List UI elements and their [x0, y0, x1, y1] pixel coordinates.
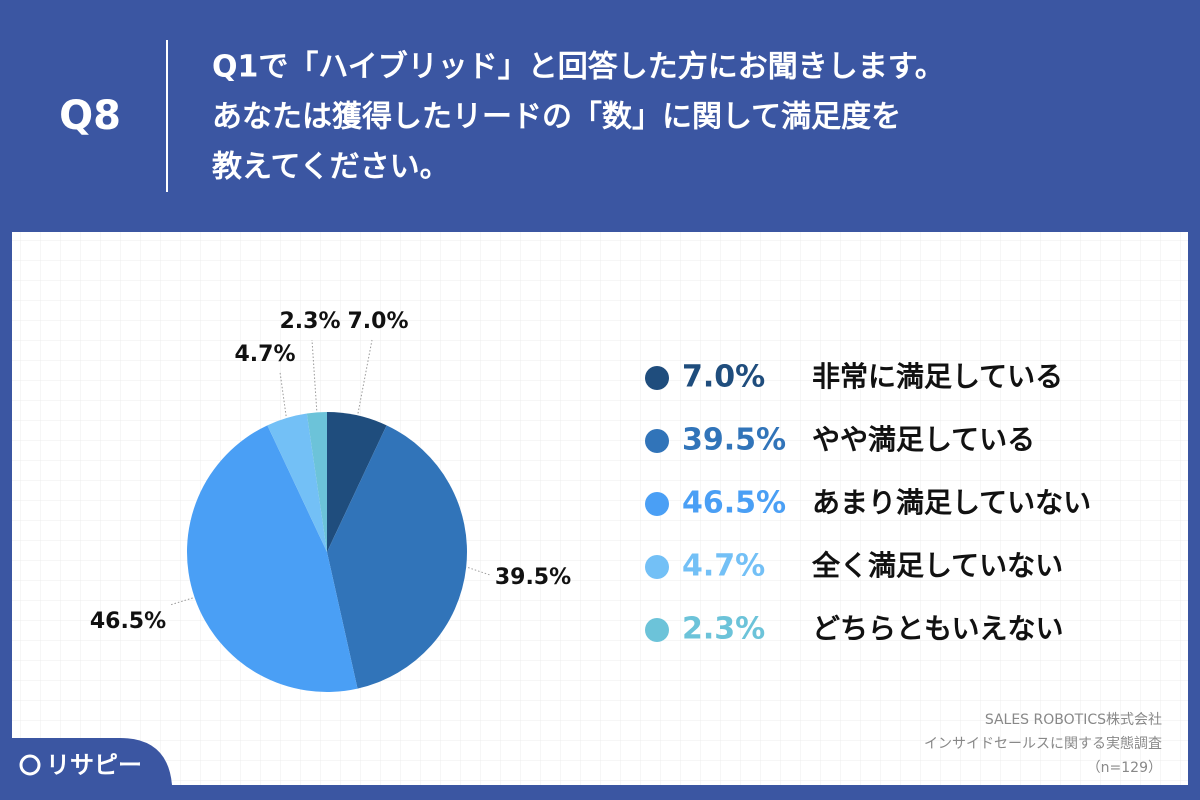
source-line: （n=129） — [1087, 760, 1162, 776]
pie-chart: 7.0% 39.5% 46.5% 4.7% 2.3% 7.0% 非常に満足している 39.5%… — [90, 309, 1091, 692]
pie-slice — [327, 412, 387, 552]
pie-slice — [306, 412, 327, 552]
logo: リサピー — [46, 751, 142, 779]
source-line: インサイドセールスに関する実態調査 — [924, 736, 1162, 752]
leader-line — [467, 567, 491, 576]
pie-slice — [186, 425, 358, 692]
question-number: Q8 — [59, 93, 121, 139]
data-label: 39.5% — [495, 565, 571, 590]
question-line: Q1で「ハイブリッド」と回答した方にお聞きします。 — [212, 50, 945, 85]
logo-icon — [19, 754, 41, 776]
legend-value: 2.3% — [682, 612, 765, 647]
data-label: 46.5% — [90, 609, 166, 634]
legend-value: 39.5% — [682, 423, 786, 458]
legend-value: 7.0% — [682, 360, 765, 395]
data-label: 2.3% — [279, 309, 340, 334]
leader-line — [169, 597, 193, 606]
legend-label: どちらともいえない — [812, 612, 1063, 645]
leader-line — [311, 339, 318, 411]
legend-marker — [645, 555, 669, 579]
legend-label: 非常に満足している — [812, 360, 1063, 393]
question-line: あなたは獲得したリードの「数」に関して満足度を — [212, 100, 901, 135]
pie-slice — [267, 413, 327, 552]
legend-marker — [645, 492, 669, 516]
legend-value: 46.5% — [682, 486, 786, 521]
legend-marker — [645, 618, 669, 642]
legend-marker — [645, 366, 669, 390]
legend-label: やや満足している — [812, 423, 1035, 456]
legend-label: あまり満足していない — [812, 486, 1091, 519]
legend-marker — [645, 429, 669, 453]
legend-label: 全く満足していない — [811, 549, 1063, 582]
logo-badge — [0, 738, 172, 800]
question-line: 教えてください。 — [212, 150, 450, 185]
pie-slice — [327, 425, 468, 689]
source-line: SALES ROBOTICS株式会社 — [985, 712, 1162, 728]
leader-line — [279, 371, 287, 417]
data-label: 7.0% — [347, 309, 408, 334]
legend-value: 4.7% — [682, 549, 765, 584]
data-label: 4.7% — [234, 342, 295, 367]
